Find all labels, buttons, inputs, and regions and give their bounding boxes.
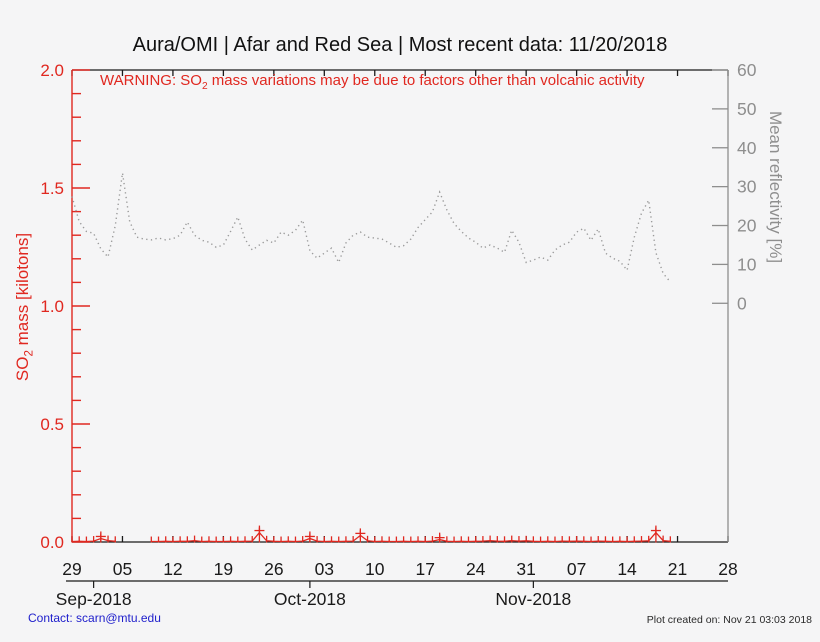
x-tick-label: 19 — [214, 559, 233, 579]
left-axis-title: SO2 mass [kilotons] — [13, 157, 35, 457]
warning-suffix: mass variations may be due to factors ot… — [207, 72, 645, 89]
so2-series — [71, 525, 671, 543]
left-axis — [71, 69, 90, 543]
right-tick-label: 10 — [737, 254, 757, 274]
month-axis — [66, 580, 728, 588]
left-tick-label: 0.5 — [40, 415, 64, 434]
right-tick-label: 30 — [737, 177, 757, 197]
right-tick-label: 40 — [737, 138, 757, 158]
warning-text: WARNING: SO2 mass variations may be due … — [100, 72, 645, 92]
x-tick-label: 07 — [567, 559, 586, 579]
right-axis-title: Mean reflectivity [%] — [766, 110, 785, 264]
left-tick-label: 1.0 — [40, 297, 64, 316]
right-tick-label: 0 — [737, 293, 747, 313]
warning-prefix: WARNING: SO — [100, 72, 202, 89]
contact-email-link[interactable]: Contact: scarn@mtu.edu — [28, 611, 161, 625]
left-tick-label: 0.0 — [40, 533, 64, 552]
x-tick-label: 03 — [315, 559, 334, 579]
x-tick-label: 10 — [365, 559, 385, 579]
right-tick-label: 60 — [737, 60, 757, 80]
x-tick-label: 21 — [668, 559, 687, 579]
left-axis-title-suffix: mass [kilotons] — [13, 232, 32, 351]
left-axis-title-prefix: SO — [13, 356, 32, 382]
so2-line — [71, 531, 671, 543]
right-axis — [712, 69, 729, 542]
so2-plus-marker — [355, 528, 366, 539]
x-tick-label: 17 — [415, 559, 434, 579]
so2-plus-marker — [434, 532, 445, 543]
x-tick-label: 28 — [718, 559, 737, 579]
reflectivity-series — [71, 172, 671, 283]
x-tick-label: 29 — [62, 559, 81, 579]
so2-plus-marker — [95, 531, 106, 542]
x-tick-label: 31 — [516, 559, 535, 579]
so2-plus-marker — [254, 525, 265, 536]
month-label: Nov-2018 — [495, 589, 571, 609]
month-label: Oct-2018 — [274, 589, 346, 609]
x-tick-labels: 29 05 12 19 26 03 10 17 24 31 07 14 21 28 — [62, 559, 737, 579]
top-axis — [71, 69, 729, 76]
left-axis-title-subscript: 2 — [23, 350, 36, 357]
plot-title: Aura/OMI | Afar and Red Sea | Most recen… — [132, 34, 668, 56]
right-tick-label: 50 — [737, 99, 757, 119]
x-tick-label: 05 — [113, 559, 132, 579]
plot-created-timestamp: Plot created on: Nov 21 03:03 2018 — [646, 614, 812, 626]
x-tick-label: 26 — [264, 559, 283, 579]
right-tick-labels: 0 10 20 30 40 50 60 — [737, 60, 757, 313]
x-tick-label: 24 — [466, 559, 486, 579]
left-tick-label: 2.0 — [40, 61, 64, 80]
left-tick-label: 1.5 — [40, 179, 64, 198]
left-tick-labels: 0.0 0.5 1.0 1.5 2.0 — [40, 61, 64, 552]
x-tick-label: 14 — [617, 559, 637, 579]
right-tick-label: 20 — [737, 216, 757, 236]
x-tick-label: 12 — [163, 559, 182, 579]
month-label: Sep-2018 — [56, 589, 132, 609]
warning-subscript: 2 — [201, 81, 208, 92]
month-labels: Sep-2018 Oct-2018 Nov-2018 — [56, 589, 572, 609]
so2-plus-marker — [650, 525, 661, 536]
so2-plus-marker — [304, 531, 315, 542]
